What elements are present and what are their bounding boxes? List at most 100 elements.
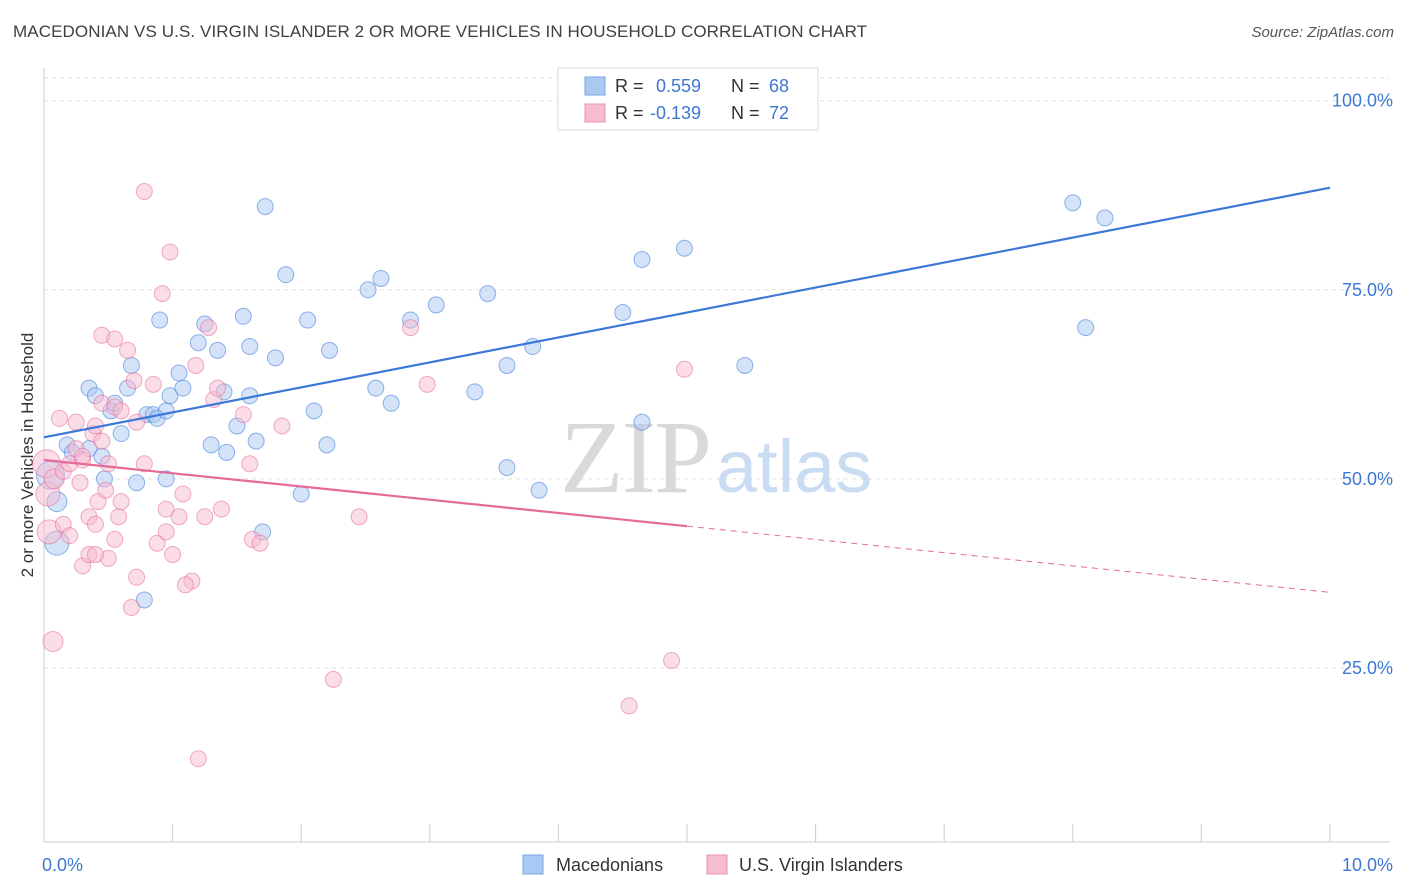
data-points	[32, 182, 1114, 768]
virgin-islander-point	[209, 379, 227, 397]
virgin-islander-point	[350, 508, 368, 526]
bottom-legend-swatch-blue	[522, 854, 544, 875]
trend-lines	[43, 186, 1331, 593]
macedonian-point	[161, 387, 179, 405]
virgin-islander-point	[161, 243, 179, 261]
y-tick-label: 25.0%	[1342, 658, 1393, 678]
legend-n-value: 72	[769, 103, 789, 123]
macedonian-point	[202, 436, 220, 454]
virgin-islander-point	[122, 599, 140, 617]
virgin-islander-point	[164, 546, 182, 564]
grid	[44, 77, 1390, 669]
chart-title: MACEDONIAN VS U.S. VIRGIN ISLANDER 2 OR …	[13, 22, 868, 41]
macedonian-point	[128, 474, 146, 492]
virgin-islander-point	[106, 530, 124, 548]
virgin-islander-point	[187, 356, 205, 374]
virgin-islander-point	[148, 534, 166, 552]
bottom-legend-macedonians: Macedonians	[556, 855, 663, 875]
macedonian-point	[157, 470, 175, 488]
macedonian-point	[292, 485, 310, 503]
macedonian-point	[135, 591, 153, 609]
macedonian-point	[382, 394, 400, 412]
virgin-islander-point	[74, 447, 92, 465]
y-tick-label: 75.0%	[1342, 280, 1393, 300]
y-tick-labels: 100.0% 75.0% 50.0% 25.0%	[1332, 91, 1393, 678]
virgin-islander-point	[128, 568, 146, 586]
macedonian-point	[122, 356, 140, 374]
macedonian-point	[498, 459, 516, 477]
virgin-islander-point	[128, 413, 146, 431]
watermark: ZIP atlas	[560, 400, 872, 515]
virgin-islander-point	[153, 285, 171, 303]
macedonian-point	[112, 425, 130, 443]
macedonian-point	[633, 413, 651, 431]
source-label: Source: ZipAtlas.com	[1251, 24, 1394, 41]
virgin-islander-point	[675, 360, 693, 378]
virgin-islander-point	[125, 372, 143, 390]
virgin-islander-trend-line-dashed	[686, 525, 1331, 593]
virgin-islander-trend-line	[43, 458, 688, 528]
virgin-islander-point	[212, 500, 230, 518]
macedonian-point	[479, 285, 497, 303]
macedonian-point	[170, 364, 188, 382]
virgin-islander-point	[97, 481, 115, 499]
macedonian-point	[174, 379, 192, 397]
virgin-islander-point	[324, 670, 342, 688]
virgin-islander-point	[50, 409, 68, 427]
virgin-islander-point	[157, 500, 175, 518]
watermark-zip: ZIP	[560, 400, 710, 515]
macedonian-point	[320, 341, 338, 359]
virgin-islander-point	[86, 515, 104, 533]
x-tick-labels: 0.0% 10.0%	[42, 855, 1393, 875]
legend-r-value: -0.139	[650, 103, 701, 123]
legend-swatch-pink	[584, 103, 606, 123]
macedonian-point	[247, 432, 265, 450]
virgin-islander-point	[620, 697, 638, 715]
virgin-islander-point	[174, 485, 192, 503]
macedonian-point	[498, 356, 516, 374]
macedonian-point	[367, 379, 385, 397]
virgin-islander-point	[71, 474, 89, 492]
virgin-islander-point	[119, 341, 137, 359]
virgin-islander-point	[112, 402, 130, 420]
legend-r-label: R =	[615, 103, 644, 123]
virgin-islander-point	[418, 375, 436, 393]
macedonian-point	[266, 349, 284, 367]
macedonian-point	[234, 307, 252, 325]
virgin-islander-point	[196, 508, 214, 526]
virgin-islander-point	[135, 182, 153, 200]
virgin-islander-point	[251, 534, 269, 552]
macedonian-point	[530, 481, 548, 499]
macedonian-point	[305, 402, 323, 420]
virgin-islander-point	[106, 330, 124, 348]
x-tick-label: 0.0%	[42, 855, 83, 875]
virgin-islander-point	[241, 455, 259, 473]
virgin-islander-point	[61, 527, 79, 545]
macedonian-trend-line	[43, 186, 1331, 439]
macedonian-point	[318, 436, 336, 454]
macedonian-point	[277, 266, 295, 284]
virgin-islander-point	[234, 406, 252, 424]
x-tick-label: 10.0%	[1342, 855, 1393, 875]
y-tick-label: 50.0%	[1342, 469, 1393, 489]
macedonian-point	[157, 402, 175, 420]
legend-swatch-blue	[584, 76, 606, 96]
macedonian-point	[151, 311, 169, 329]
virgin-islander-point	[170, 508, 188, 526]
macedonian-point	[427, 296, 445, 314]
virgin-islander-point	[135, 455, 153, 473]
macedonian-point	[1077, 319, 1095, 337]
macedonian-point	[218, 443, 236, 461]
macedonian-point	[372, 269, 390, 287]
virgin-islander-point	[189, 750, 207, 768]
macedonian-point	[256, 198, 274, 216]
macedonian-point	[241, 338, 259, 356]
virgin-islander-point	[93, 432, 111, 450]
macedonian-point	[209, 341, 227, 359]
macedonian-point	[736, 356, 754, 374]
virgin-islander-point	[110, 508, 128, 526]
legend-n-label: N =	[731, 76, 760, 96]
virgin-islander-point	[144, 375, 162, 393]
macedonian-point	[1096, 209, 1114, 227]
